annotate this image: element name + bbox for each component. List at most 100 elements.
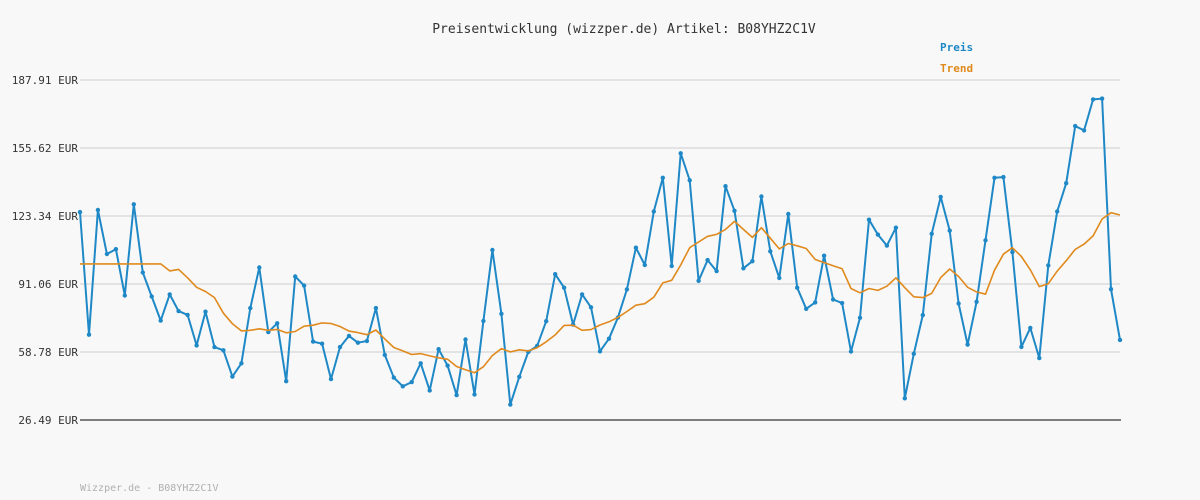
data-point [1108,287,1114,292]
series-preis [77,96,1123,407]
data-point [759,194,764,199]
data-point [1001,174,1006,180]
data-point [95,207,101,213]
data-point [1010,249,1015,255]
data-point [481,318,486,324]
data-point [248,305,253,311]
data-point [974,299,979,304]
data-point [696,278,701,283]
data-point [777,275,782,281]
data-point [454,392,459,398]
data-point [382,352,387,358]
data-point [508,402,513,407]
series-line-preis [79,97,1121,406]
data-point [597,349,603,354]
data-point [337,344,343,350]
data-point [77,209,83,215]
data-point [866,217,872,222]
data-point [86,332,92,337]
data-point [293,274,298,279]
data-point [786,211,791,217]
data-point [588,305,594,310]
data-point [1117,337,1123,343]
data-point [427,388,432,393]
data-point [839,300,845,306]
data-point [768,249,773,254]
data-point [723,184,728,189]
y-tick-label: 26.49 EUR [18,414,78,427]
data-point [257,265,262,270]
data-point [310,339,316,344]
data-point [1028,325,1033,331]
data-point [938,194,943,200]
data-point [660,175,665,180]
chart-title: Preisentwicklung (wizzper.de) Artikel: B… [432,22,816,37]
data-point [965,342,970,347]
data-point [167,292,172,297]
data-point [848,349,854,354]
data-point [624,287,630,292]
data-point [956,301,961,306]
data-point [1073,123,1078,129]
data-point [732,208,737,213]
data-point [275,321,280,326]
data-point [875,232,881,237]
data-point [149,294,154,299]
data-point [920,312,925,318]
data-point [463,337,468,342]
data-point [490,247,495,253]
footer-text: Wizzper.de - B08YHZ2C1V [80,483,218,494]
data-point [687,178,692,183]
y-tick-label: 58.78 EUR [18,346,78,359]
data-point [328,376,334,382]
y-tick-label: 123.34 EUR [12,210,79,223]
y-tick-label: 91.06 EUR [18,278,78,291]
data-point [436,347,441,352]
data-point [364,338,370,344]
data-point [553,272,558,277]
data-point [804,306,809,311]
data-point [1081,128,1087,133]
data-point [544,319,549,324]
data-point [185,312,190,318]
data-point [750,259,755,264]
legend: Preis Trend [940,41,973,75]
data-point [391,375,396,380]
data-point [642,262,647,268]
data-point [830,297,836,302]
y-axis-tick-labels: 187.91 EUR 155.62 EUR 123.34 EUR 91.06 EUR 5… [12,74,79,427]
data-point [1055,209,1060,214]
series-line-trend [80,211,1121,374]
data-point [346,333,352,339]
data-point [651,209,656,214]
data-point [606,336,612,341]
data-point [113,247,119,252]
data-series [77,96,1123,407]
data-point [579,292,585,297]
data-point [221,348,226,353]
data-point [1019,344,1024,350]
data-point [705,257,710,263]
data-point [857,315,863,320]
data-point [669,263,674,269]
y-tick-label: 155.62 EUR [12,142,79,155]
data-point [902,396,907,401]
data-point [301,283,307,288]
data-point [472,392,477,397]
data-point [284,379,289,384]
data-point [499,311,504,316]
data-point [373,305,379,311]
data-point [418,361,423,366]
data-point [131,202,136,207]
data-point [203,309,208,314]
data-point [633,245,639,250]
legend-entry-trend: Trend [940,62,973,75]
data-point [212,344,217,350]
series-trend [80,211,1121,374]
y-tick-label: 187.91 EUR [12,74,79,87]
data-point [1099,96,1105,101]
data-point [947,228,952,233]
data-point [266,329,271,335]
data-point [445,363,450,368]
